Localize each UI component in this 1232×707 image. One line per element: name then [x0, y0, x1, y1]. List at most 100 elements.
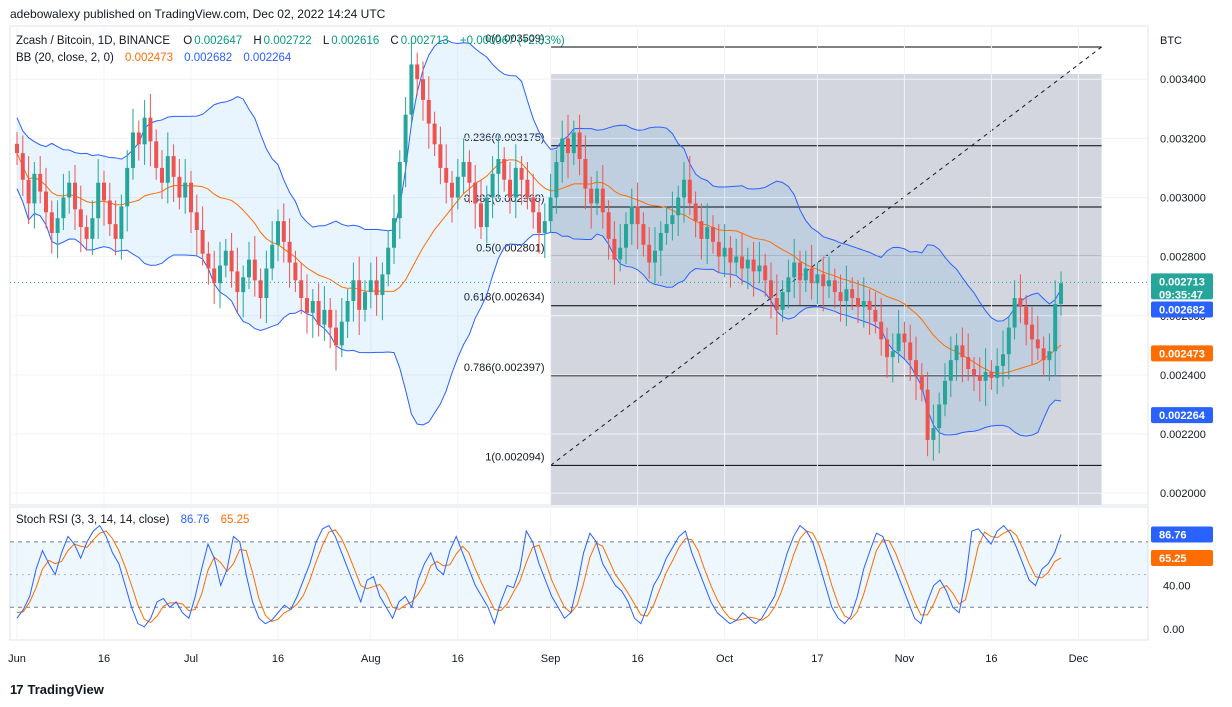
candle — [131, 108, 135, 180]
candle — [409, 40, 414, 127]
candle — [821, 256, 826, 312]
candle-body — [1053, 303, 1058, 352]
candle — [32, 162, 37, 229]
candle-body — [798, 262, 802, 281]
candle-body — [960, 345, 965, 358]
price-tick-label: 0.003200 — [1160, 133, 1206, 145]
bb-basis-value: 0.002473 — [125, 52, 173, 64]
candle — [960, 327, 965, 383]
candle-body — [948, 360, 953, 381]
candle-body — [484, 197, 489, 228]
high-value: 0.002722 — [263, 35, 312, 47]
stoch-d-badge-text: 65.25 — [1159, 553, 1187, 565]
price-tick-label: 0.003400 — [1160, 74, 1206, 86]
candle-body — [247, 259, 251, 278]
bb-lower-badge-text: 0.002264 — [1159, 410, 1206, 422]
candle-body — [606, 212, 611, 239]
symbol-label[interactable]: Zcash / Bitcoin, 1D, BINANCE — [16, 35, 171, 47]
candle — [919, 363, 924, 402]
candle — [600, 164, 605, 229]
candle — [421, 61, 425, 121]
candle — [160, 150, 164, 199]
candle-body — [641, 224, 646, 245]
candle-body — [409, 64, 414, 115]
tradingview-footer[interactable]: 17 TradingView — [10, 682, 104, 697]
stoch-tick-label: 40.00 — [1163, 580, 1191, 592]
candle — [26, 156, 31, 225]
candle-body — [827, 280, 831, 287]
candle — [1047, 333, 1052, 381]
candle-body — [508, 179, 512, 198]
time-tick-label: Nov — [895, 653, 915, 665]
candle — [264, 250, 269, 324]
close-value: 0.002713 — [400, 35, 449, 47]
candle — [281, 203, 286, 263]
candle — [513, 144, 518, 219]
candle-body — [177, 176, 182, 198]
candle-body — [125, 167, 130, 207]
candle — [351, 262, 356, 322]
candle — [560, 120, 565, 183]
candle — [142, 99, 147, 165]
candle-body — [618, 247, 623, 260]
candle-body — [513, 167, 518, 198]
candle — [218, 241, 222, 309]
candle — [20, 135, 25, 197]
candle — [1041, 336, 1046, 377]
candle-body — [20, 153, 25, 180]
candle — [867, 289, 872, 335]
candle-body — [728, 247, 733, 263]
candle — [229, 232, 234, 288]
candle-body — [102, 182, 106, 201]
candle-body — [189, 182, 193, 213]
candle-body — [357, 280, 362, 310]
candle-body — [293, 262, 298, 281]
candle — [322, 286, 327, 341]
candle-body — [339, 321, 344, 346]
candle — [339, 298, 344, 358]
candle — [177, 159, 182, 210]
candle — [972, 357, 976, 392]
candle-body — [322, 309, 327, 325]
candle-body — [44, 191, 48, 213]
candle-body — [38, 173, 43, 192]
time-tick-label: 16 — [272, 653, 284, 665]
candle — [49, 200, 54, 254]
candle-body — [55, 218, 60, 233]
candle — [450, 170, 454, 223]
stoch-k-line — [16, 524, 1062, 628]
candle — [1035, 315, 1040, 361]
candle — [722, 224, 727, 278]
high-label: H — [253, 35, 262, 47]
candle-body — [653, 250, 657, 263]
candle-body — [461, 162, 466, 177]
candle — [61, 173, 66, 231]
candle-body — [345, 300, 350, 322]
stoch-tick-label: 0.00 — [1163, 624, 1184, 636]
candle-body — [554, 162, 559, 198]
candle-body — [566, 138, 570, 154]
candle — [490, 156, 495, 219]
candle-body — [664, 224, 669, 233]
candle-body — [647, 244, 652, 263]
candle-body — [438, 144, 443, 168]
candle — [345, 289, 350, 338]
candle-body — [670, 215, 675, 225]
candle — [618, 224, 623, 272]
bb-upper-badge-text: 0.002682 — [1159, 305, 1205, 317]
candle-body — [171, 156, 176, 177]
candle-body — [635, 206, 640, 225]
candle — [432, 111, 437, 157]
candle-body — [1030, 324, 1034, 340]
candle — [635, 182, 640, 250]
candle — [774, 274, 779, 335]
candle — [73, 164, 77, 231]
stoch-label[interactable]: Stoch RSI (3, 3, 14, 14, close) — [16, 514, 170, 526]
candle-body — [786, 277, 791, 293]
candle-body — [1024, 306, 1029, 325]
candle-body — [380, 274, 385, 296]
bb-label[interactable]: BB (20, close, 2, 0) — [16, 52, 114, 64]
candle-body — [142, 117, 147, 145]
candle-body — [450, 182, 454, 198]
